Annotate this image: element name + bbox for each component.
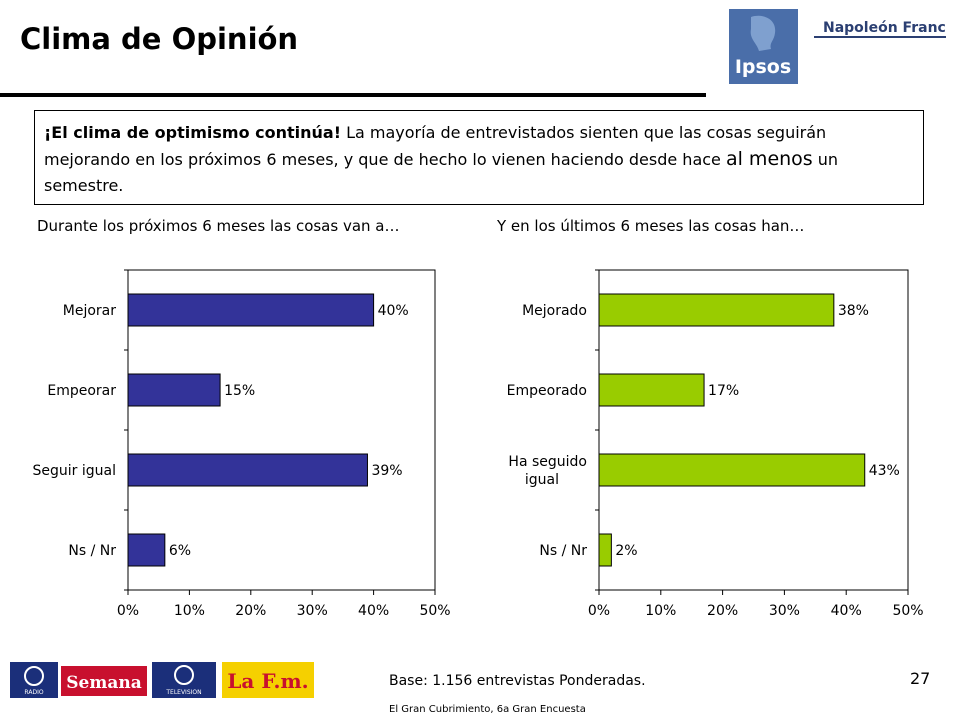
x-tick-label: 20% xyxy=(235,603,266,619)
bar-value-label: 40% xyxy=(378,303,409,319)
x-tick-label: 30% xyxy=(297,603,328,619)
bar-value-label: 38% xyxy=(838,303,869,319)
bar-value-label: 6% xyxy=(169,543,191,559)
rcn-radio-label: RADIO xyxy=(24,689,43,696)
category-label: Ns / Nr xyxy=(539,543,587,559)
left-chart-title: Durante los próximos 6 meses las cosas v… xyxy=(37,217,400,235)
category-label: Empeorar xyxy=(47,383,116,399)
x-tick-label: 10% xyxy=(174,603,205,619)
bar-0 xyxy=(127,293,375,327)
semana-logo-text: Semana xyxy=(66,673,141,693)
summary-callout: ¡El clima de optimismo continúa! La mayo… xyxy=(34,110,924,205)
callout-lead: ¡El clima de optimismo continúa! xyxy=(44,123,342,142)
slide-title: Clima de Opinión xyxy=(20,22,299,56)
x-tick-label: 50% xyxy=(892,603,923,619)
napoleon-franco-logo: Napoleón Franco xyxy=(814,20,946,38)
bar-0 xyxy=(598,293,835,327)
callout-emphasis: al menos xyxy=(725,148,813,170)
base-note: Base: 1.156 entrevistas Ponderadas. xyxy=(389,673,646,689)
bar-1 xyxy=(598,373,705,407)
x-tick-label: 30% xyxy=(769,603,800,619)
media-partner-logos: RADIO Semana TELEVISION La F.m. xyxy=(10,662,314,698)
ipsos-logo: Ipsos xyxy=(729,9,798,84)
category-label: Ns / Nr xyxy=(68,543,116,559)
x-tick-label: 40% xyxy=(831,603,862,619)
x-tick-label: 0% xyxy=(588,603,610,619)
napoleon-logo-text: Napoleón Franco xyxy=(823,20,946,36)
bar-2 xyxy=(127,453,368,487)
right-chart-title: Y en los últimos 6 meses las cosas han… xyxy=(497,217,805,235)
x-tick-label: 0% xyxy=(117,603,139,619)
right-bar-chart: 38% Mejorado 17% Empeorado 43% Ha seguido igua… xyxy=(507,269,924,619)
bar-value-label: 2% xyxy=(615,543,637,559)
category-label: Mejorado xyxy=(522,303,587,319)
callout-text-2: un semestre. xyxy=(44,150,839,195)
x-tick-label: 50% xyxy=(419,603,450,619)
x-tick-label: 20% xyxy=(707,603,738,619)
bar-value-label: 39% xyxy=(371,463,402,479)
category-label: Empeorado xyxy=(507,383,587,399)
category-label: Ha seguido igual xyxy=(508,454,587,488)
category-label: Seguir igual xyxy=(33,463,116,479)
title-underline xyxy=(0,93,706,97)
category-label: Mejorar xyxy=(63,303,116,319)
x-tick-label: 10% xyxy=(645,603,676,619)
lafm-logo-text: La F.m. xyxy=(227,669,308,693)
bar-3 xyxy=(598,533,612,567)
bar-2 xyxy=(598,453,866,487)
bar-value-label: 43% xyxy=(869,463,900,479)
callout-text-1: La mayoría de entrevistados sienten que … xyxy=(44,123,827,169)
bar-1 xyxy=(127,373,221,407)
rcn-tv-label: TELEVISION xyxy=(165,689,201,696)
bar-value-label: 17% xyxy=(708,383,739,399)
x-tick-label: 40% xyxy=(358,603,389,619)
ipsos-logo-text: Ipsos xyxy=(735,56,791,78)
left-bar-chart: 40% Mejorar 15% Empeorar 39% Seguir igual 6% Ns… xyxy=(33,269,451,619)
bar-3 xyxy=(127,533,166,567)
page-number: 27 xyxy=(910,669,931,688)
bar-value-label: 15% xyxy=(224,383,255,399)
source-note: El Gran Cubrimiento, 6a Gran Encuesta xyxy=(389,704,586,715)
